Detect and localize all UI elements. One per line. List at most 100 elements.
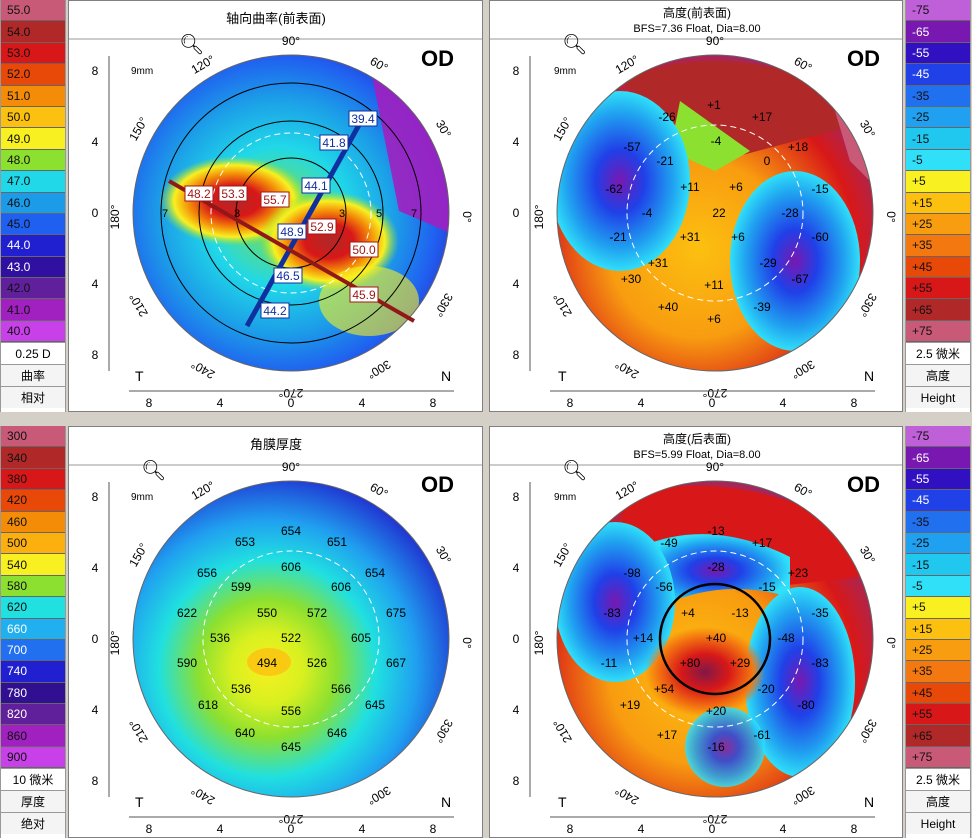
curvature-value: 53.3 bbox=[221, 187, 245, 201]
zoom-label: 9mm bbox=[554, 492, 576, 503]
x-tick-label: 4 bbox=[780, 396, 787, 410]
scale-step: -65 bbox=[906, 447, 970, 469]
scale-step: 540 bbox=[1, 554, 65, 576]
map-value: 590 bbox=[177, 656, 197, 670]
scale-step: -65 bbox=[906, 21, 970, 43]
map-value: +6 bbox=[731, 230, 745, 244]
scale-step: 41.0 bbox=[1, 299, 65, 321]
side-nasal: N bbox=[441, 368, 451, 384]
x-tick-label: 4 bbox=[217, 822, 224, 836]
x-tick-label: 4 bbox=[638, 396, 645, 410]
side-nasal: N bbox=[441, 794, 451, 810]
angle-label: 210° bbox=[126, 291, 151, 320]
x-tick-label: 4 bbox=[638, 822, 645, 836]
side-temporal: T bbox=[135, 794, 144, 810]
scale-mode-button[interactable]: 绝对 bbox=[1, 812, 65, 835]
scale-step: -35 bbox=[906, 85, 970, 107]
zoom-icon[interactable]: 🔍︎ bbox=[141, 460, 166, 482]
y-tick-label: 8 bbox=[92, 64, 99, 78]
angle-label: 0° bbox=[884, 211, 898, 223]
scale-step: -55 bbox=[906, 42, 970, 65]
map-value: +54 bbox=[654, 682, 675, 696]
scale-step: -15 bbox=[906, 554, 970, 576]
bfs-info: BFS=7.36 Float, Dia=8.00 bbox=[633, 23, 760, 35]
scale-step: +65 bbox=[906, 299, 970, 321]
map-value: +18 bbox=[788, 140, 809, 154]
map-value: +14 bbox=[633, 631, 654, 645]
scale-mode-button[interactable]: 相对 bbox=[1, 386, 65, 409]
panel-title: 角膜厚度 bbox=[250, 437, 302, 452]
scale-type-button[interactable]: 曲率 bbox=[1, 364, 65, 387]
scale-type-button[interactable]: 高度 bbox=[906, 364, 970, 387]
angle-label: 270° bbox=[702, 386, 727, 400]
scale-step: 46.0 bbox=[1, 192, 65, 214]
y-tick-label: 8 bbox=[513, 348, 520, 362]
panel-title: 高度(前表面) bbox=[663, 5, 731, 20]
value-box bbox=[349, 241, 379, 258]
back-elevation-panel[interactable]: 高度(后表面) BFS=5.99 Float, Dia=8.00 90° 60° 3… bbox=[489, 426, 903, 838]
y-tick-label: 4 bbox=[92, 277, 99, 291]
scale-step-label: 10 微米 bbox=[1, 768, 65, 791]
y-tick-label: 0 bbox=[92, 206, 99, 220]
x-tick-label: 4 bbox=[359, 396, 366, 410]
eye-label: OD bbox=[847, 472, 880, 497]
angle-label: 240° bbox=[189, 783, 218, 808]
y-tick-label: 4 bbox=[513, 277, 520, 291]
scale-mode-button[interactable]: Height bbox=[906, 386, 970, 409]
angle-label: 0° bbox=[460, 637, 474, 649]
scale-step: 40.0 bbox=[1, 320, 65, 343]
x-tick-label: 4 bbox=[217, 396, 224, 410]
angle-label: 150° bbox=[550, 115, 575, 144]
y-tick-label: 8 bbox=[513, 490, 520, 504]
angle-label: 330° bbox=[855, 717, 880, 746]
scale-step: 780 bbox=[1, 682, 65, 705]
map-value: +19 bbox=[620, 698, 641, 712]
scale-step-label: 2.5 微米 bbox=[906, 768, 970, 791]
value-box bbox=[273, 267, 303, 284]
angle-label: 330° bbox=[855, 291, 880, 320]
front-elevation-panel[interactable]: 高度(前表面) BFS=7.36 Float, Dia=8.00 90° 60° 3… bbox=[489, 0, 903, 412]
angle-label: 60° bbox=[792, 54, 815, 75]
y-tick-label: 4 bbox=[513, 561, 520, 575]
scale-type-button[interactable]: 厚度 bbox=[1, 790, 65, 813]
map-value: +31 bbox=[648, 256, 669, 270]
scale-step: -25 bbox=[906, 532, 970, 555]
map-value: 645 bbox=[281, 740, 301, 754]
map-value: 605 bbox=[351, 631, 371, 645]
y-tick-label: 8 bbox=[513, 774, 520, 788]
curvature-value: 48.9 bbox=[280, 225, 304, 239]
zoom-icon[interactable]: 🔍︎ bbox=[562, 460, 587, 482]
scale-step: 47.0 bbox=[1, 171, 65, 193]
scale-step: -25 bbox=[906, 106, 970, 129]
curvature-value: 50.0 bbox=[352, 243, 376, 257]
scale-type-button[interactable]: 高度 bbox=[906, 790, 970, 813]
map-value: 606 bbox=[331, 580, 351, 594]
map-value: -60 bbox=[811, 230, 829, 244]
scale-step: -15 bbox=[906, 128, 970, 150]
scale-mode-button[interactable]: Height bbox=[906, 812, 970, 835]
angle-label: 90° bbox=[706, 460, 724, 474]
map-value: -56 bbox=[655, 580, 673, 594]
map-value: 556 bbox=[281, 704, 301, 718]
scale-step: -75 bbox=[906, 0, 970, 22]
map-value: 522 bbox=[281, 631, 301, 645]
y-tick-label: 8 bbox=[92, 348, 99, 362]
map-value: +40 bbox=[706, 631, 727, 645]
axial-curvature-panel[interactable]: 轴向曲率(前表面) 90° 60° 30° 0° 330° 300° 270° 240° 210… bbox=[68, 0, 483, 412]
zoom-icon[interactable]: 🔍︎ bbox=[562, 34, 587, 56]
angle-label: 210° bbox=[550, 717, 575, 746]
scale-step: 660 bbox=[1, 618, 65, 640]
value-box bbox=[260, 191, 290, 208]
map-value: 645 bbox=[365, 698, 385, 712]
pachymetry-panel[interactable]: 角膜厚度 90° 60° 30° 0° 330° 300° 270° 240° 210° 180°… bbox=[68, 426, 483, 838]
zoom-icon[interactable]: 🔍︎ bbox=[179, 34, 204, 56]
map-value: 618 bbox=[198, 698, 218, 712]
map-value: 656 bbox=[197, 566, 217, 580]
scale-step: +35 bbox=[906, 661, 970, 683]
value-box bbox=[260, 302, 290, 319]
scale-step: +55 bbox=[906, 704, 970, 726]
scale-step: 860 bbox=[1, 725, 65, 747]
scale-step: 48.0 bbox=[1, 149, 65, 172]
x-tick-label: 8 bbox=[851, 822, 858, 836]
map-value: -57 bbox=[623, 140, 641, 154]
